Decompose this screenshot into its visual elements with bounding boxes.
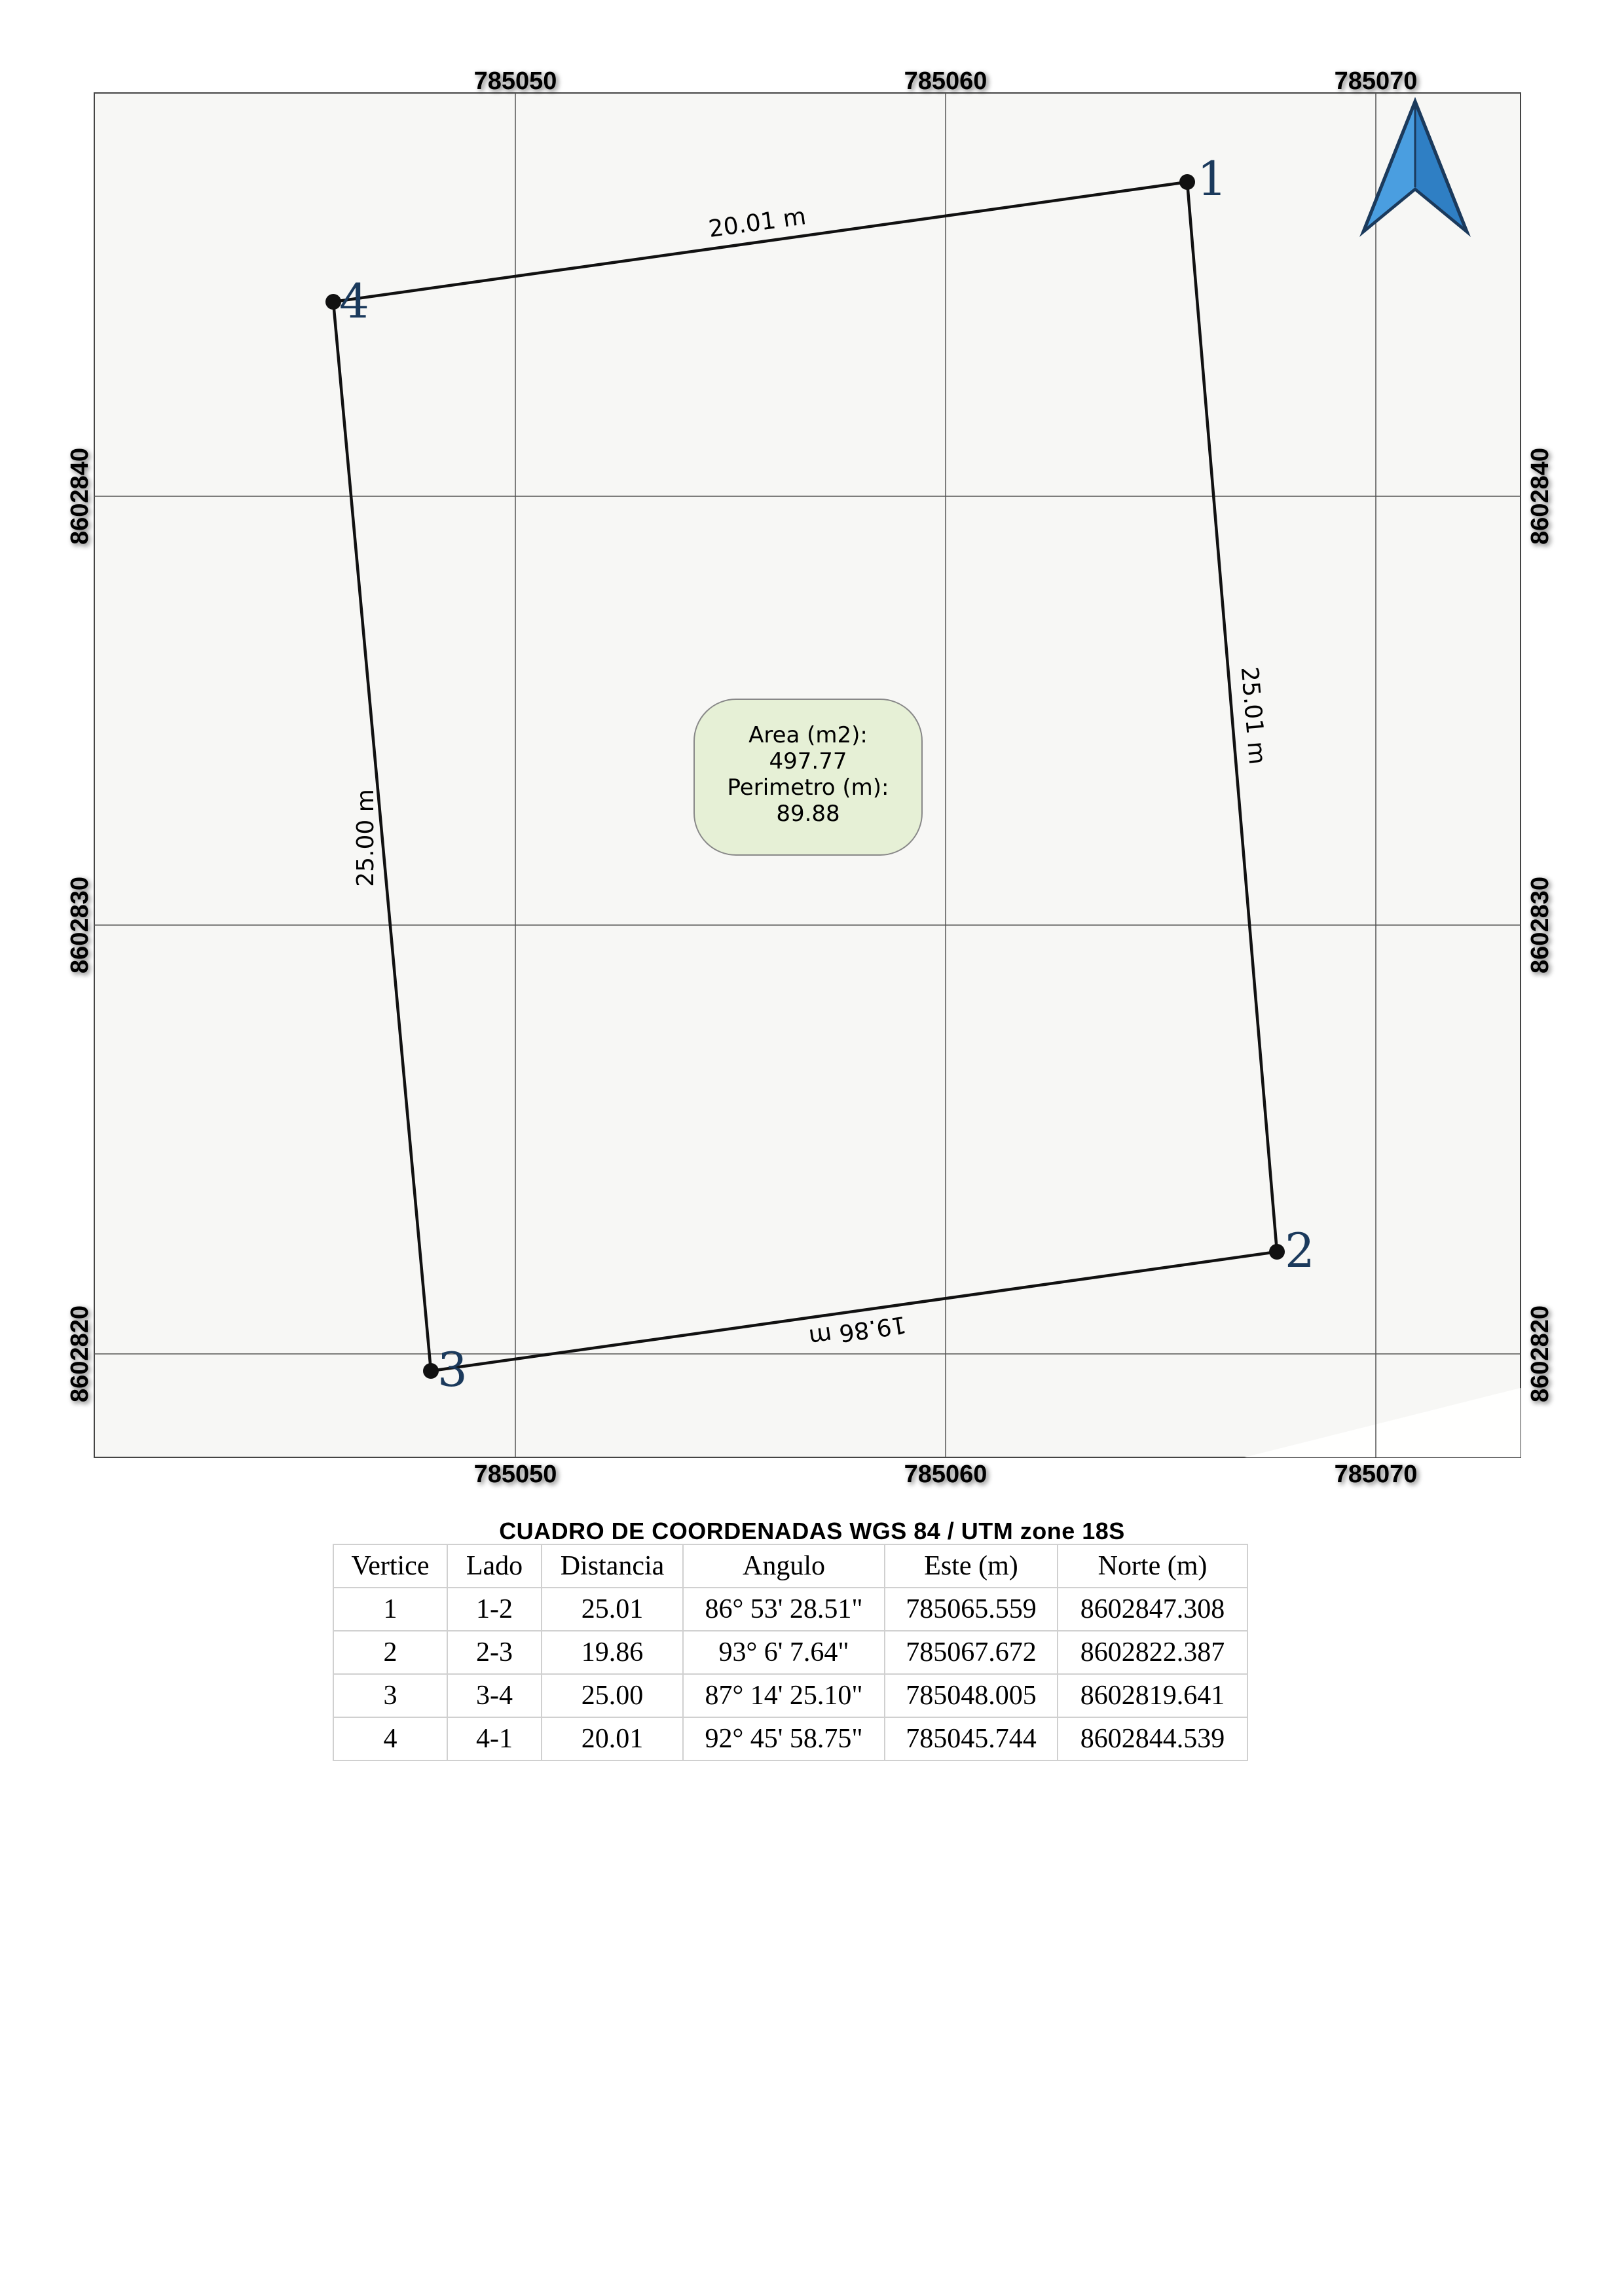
cell-angulo: 93° 6' 7.64"	[682, 1630, 885, 1675]
vertex-4-label: 4	[339, 274, 369, 329]
cell-norte: 8602847.308	[1057, 1587, 1248, 1631]
cell-este: 785065.559	[884, 1587, 1058, 1631]
vertex-2-marker	[1269, 1244, 1285, 1260]
cell-este: 785048.005	[884, 1673, 1058, 1718]
cell-lado: 2-3	[447, 1630, 542, 1675]
vertex-1-label: 1	[1197, 151, 1227, 206]
cell-lado: 1-2	[447, 1587, 542, 1631]
header-norte: Norte (m)	[1057, 1544, 1248, 1588]
cell-norte: 8602844.539	[1057, 1717, 1248, 1761]
x-tick-bottom-1: 785050	[474, 1461, 557, 1488]
cell-distancia: 25.00	[541, 1673, 684, 1718]
y-tick-left-3: 8602820	[66, 1305, 94, 1402]
cell-angulo: 86° 53' 28.51"	[682, 1587, 885, 1631]
y-tick-right-3: 8602820	[1526, 1305, 1554, 1402]
y-tick-left-2: 8602830	[66, 877, 94, 974]
perimeter-label: Perimetro (m):	[728, 774, 889, 801]
vertex-2-label: 2	[1285, 1223, 1315, 1278]
area-value: 497.77	[769, 748, 847, 774]
side-label-3-4: 25.00 m	[352, 789, 379, 887]
table-row: 1 1-2 25.01 86° 53' 28.51" 785065.559 86…	[333, 1587, 1248, 1631]
summary-box: Area (m2): 497.77 Perimetro (m): 89.88	[693, 699, 923, 856]
table-title: CUADRO DE COORDENADAS WGS 84 / UTM zone …	[499, 1518, 1125, 1544]
vertex-4-marker	[325, 294, 341, 310]
vertex-3-marker	[423, 1363, 439, 1379]
cell-angulo: 87° 14' 25.10"	[682, 1673, 885, 1718]
x-tick-top-2: 785060	[904, 67, 987, 95]
area-label: Area (m2):	[748, 722, 868, 748]
x-tick-top-3: 785070	[1335, 67, 1418, 95]
vertex-3-label: 3	[437, 1342, 468, 1397]
x-tick-bottom-3: 785070	[1335, 1461, 1418, 1488]
map-canvas: 785050 785060 785070 785050 785060 78507…	[66, 67, 1554, 1488]
cell-lado: 4-1	[447, 1717, 542, 1761]
header-angulo: Angulo	[682, 1544, 885, 1588]
header-distancia: Distancia	[541, 1544, 684, 1588]
coordinates-table: Vertice Lado Distancia Angulo Este (m) N…	[333, 1544, 1248, 1761]
cell-este: 785045.744	[884, 1717, 1058, 1761]
header-vertice: Vertice	[333, 1544, 448, 1588]
grid-lines	[94, 93, 1521, 1457]
y-tick-right-1: 8602840	[1526, 448, 1554, 545]
cell-vertice: 2	[333, 1630, 448, 1675]
cell-norte: 8602822.387	[1057, 1630, 1248, 1675]
x-tick-bottom-2: 785060	[904, 1461, 987, 1488]
cell-este: 785067.672	[884, 1630, 1058, 1675]
cell-distancia: 25.01	[541, 1587, 684, 1631]
frame-corner-highlight	[1244, 1388, 1521, 1457]
table-row: 2 2-3 19.86 93° 6' 7.64" 785067.672 8602…	[333, 1630, 1248, 1675]
cell-angulo: 92° 45' 58.75"	[682, 1717, 885, 1761]
table-row: 4 4-1 20.01 92° 45' 58.75" 785045.744 86…	[333, 1717, 1248, 1761]
perimeter-value: 89.88	[776, 801, 840, 827]
vertex-1-marker	[1179, 174, 1195, 190]
table-row: 3 3-4 25.00 87° 14' 25.10" 785048.005 86…	[333, 1673, 1248, 1718]
header-lado: Lado	[447, 1544, 542, 1588]
y-tick-left-1: 8602840	[66, 448, 94, 545]
x-tick-top-1: 785050	[474, 67, 557, 95]
cell-vertice: 1	[333, 1587, 448, 1631]
cell-vertice: 3	[333, 1673, 448, 1718]
y-tick-right-2: 8602830	[1526, 877, 1554, 974]
north-arrow-icon	[1359, 97, 1471, 237]
table-header-row: Vertice Lado Distancia Angulo Este (m) N…	[333, 1544, 1248, 1588]
cell-lado: 3-4	[447, 1673, 542, 1718]
cell-vertice: 4	[333, 1717, 448, 1761]
header-este: Este (m)	[884, 1544, 1058, 1588]
cell-norte: 8602819.641	[1057, 1673, 1248, 1718]
cell-distancia: 19.86	[541, 1630, 684, 1675]
cell-distancia: 20.01	[541, 1717, 684, 1761]
